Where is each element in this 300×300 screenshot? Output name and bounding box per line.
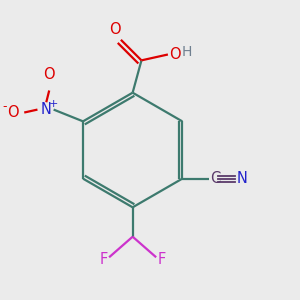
Text: N: N (237, 171, 248, 186)
Text: N: N (41, 102, 52, 117)
Text: +: + (49, 99, 58, 109)
Text: C: C (210, 171, 220, 186)
Text: -: - (2, 100, 7, 112)
Text: O: O (44, 67, 55, 82)
Text: O: O (169, 47, 181, 62)
Text: O: O (7, 105, 18, 120)
Text: F: F (157, 252, 166, 267)
Text: F: F (100, 252, 108, 267)
Text: H: H (182, 44, 192, 58)
Text: O: O (109, 22, 121, 37)
